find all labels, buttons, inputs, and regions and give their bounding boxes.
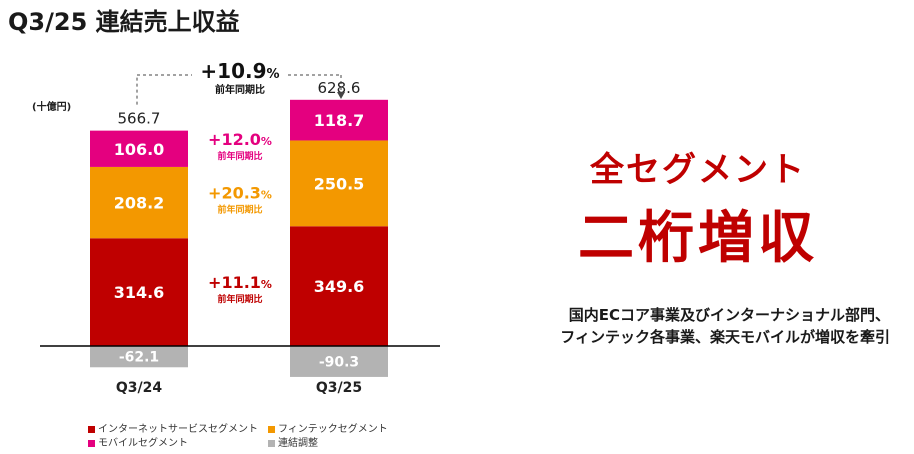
- category-label-2: Q3/25: [316, 380, 362, 396]
- legend-swatch-adjust: [268, 439, 275, 447]
- bar-mobile-1: [90, 130, 188, 167]
- legend-swatch-internet: [88, 425, 95, 433]
- headline-all-segments: 全セグメント: [590, 150, 806, 190]
- value-label-adjust-1: -62.1: [119, 350, 159, 366]
- bar-adjust-1: [90, 346, 188, 368]
- value-label-mobile-1: 106.0: [114, 140, 165, 159]
- description-line-2: フィンテック各事業、楽天モバイルが増収を牽引: [560, 328, 890, 346]
- total-label-2: 628.6: [318, 79, 361, 97]
- bar-internet-2: [290, 226, 388, 346]
- value-label-mobile-2: 118.7: [314, 111, 365, 130]
- growth-mobile: +12.0%: [208, 130, 272, 149]
- bar-fintech-1: [90, 166, 188, 239]
- value-label-fintech-1: 208.2: [114, 194, 165, 213]
- bar-internet-1: [90, 238, 188, 346]
- unit-label: (十億円): [32, 100, 71, 113]
- description: 国内ECコア事業及びインターナショナル部門、 フィンテック各事業、楽天モバイルが…: [490, 304, 890, 348]
- headline-double-digit-growth: 二桁増収: [578, 206, 818, 271]
- growth-internet-value: +11.1: [208, 273, 261, 292]
- legend-mobile: モバイルセグメント: [88, 434, 188, 449]
- growth-internet-caption: 前年同期比: [217, 293, 262, 305]
- legend-swatch-fintech: [268, 425, 275, 433]
- growth-total-value: +10.9: [200, 59, 266, 83]
- total-label-1: 566.7: [118, 110, 161, 128]
- bar-mobile-2: [290, 99, 388, 141]
- description-line-1: 国内ECコア事業及びインターナショナル部門、: [568, 306, 890, 324]
- legend-label-mobile: モバイルセグメント: [98, 438, 188, 449]
- growth-fintech-unit: %: [261, 189, 272, 202]
- growth-total-unit: %: [267, 67, 280, 82]
- value-label-adjust-2: -90.3: [319, 354, 359, 370]
- bracket-arrow-head: [337, 92, 345, 99]
- growth-fintech-caption: 前年同期比: [217, 204, 262, 216]
- growth-mobile-unit: %: [261, 135, 272, 148]
- legend-label-adjust: 連結調整: [278, 438, 318, 449]
- growth-fintech-value: +20.3: [208, 184, 261, 203]
- legend-label-internet: インターネットサービスセグメント: [98, 424, 258, 435]
- growth-fintech: +20.3%: [208, 184, 272, 203]
- legend-label-fintech: フィンテックセグメント: [278, 424, 388, 435]
- growth-total: +10.9%: [200, 59, 279, 83]
- value-label-internet-2: 349.6: [314, 277, 365, 296]
- value-label-internet-1: 314.6: [114, 283, 165, 302]
- growth-mobile-caption: 前年同期比: [217, 150, 262, 162]
- value-label-fintech-2: 250.5: [314, 174, 365, 193]
- legend-adjust: 連結調整: [268, 434, 318, 449]
- growth-internet-unit: %: [261, 278, 272, 291]
- category-label-1: Q3/24: [116, 380, 162, 396]
- legend-fintech: フィンテックセグメント: [268, 420, 388, 435]
- legend-internet: インターネットサービスセグメント: [88, 420, 258, 435]
- legend-swatch-mobile: [88, 439, 95, 447]
- growth-mobile-value: +12.0: [208, 130, 261, 149]
- growth-total-caption: 前年同期比: [215, 83, 265, 96]
- bar-fintech-2: [290, 140, 388, 227]
- growth-internet: +11.1%: [208, 273, 272, 292]
- bar-adjust-2: [290, 346, 388, 377]
- page-title: Q3/25 連結売上収益: [8, 8, 240, 36]
